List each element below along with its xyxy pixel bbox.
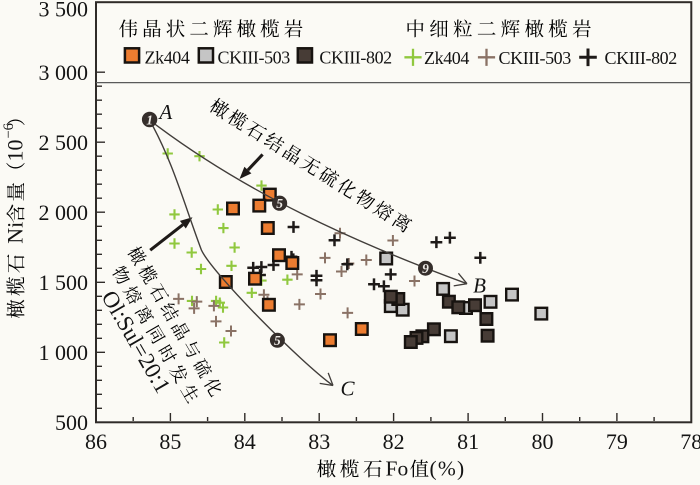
svg-text:1 500: 1 500 — [39, 270, 89, 295]
svg-text:Zk404: Zk404 — [145, 47, 190, 67]
svg-text:CKIII-802: CKIII-802 — [319, 47, 391, 67]
svg-text:85: 85 — [159, 429, 181, 454]
svg-text:Fo: Fo — [386, 457, 409, 481]
svg-text:−6: −6 — [1, 123, 17, 138]
svg-text:83: 83 — [308, 429, 330, 454]
svg-text:CKIII-503: CKIII-503 — [499, 48, 572, 68]
svg-text:2 000: 2 000 — [39, 200, 89, 225]
svg-text:81: 81 — [457, 429, 479, 454]
svg-text:CKIII-802: CKIII-802 — [605, 48, 677, 68]
svg-text:86: 86 — [85, 429, 107, 454]
svg-text:1: 1 — [146, 112, 153, 127]
svg-text:3 500: 3 500 — [39, 0, 89, 22]
svg-text:84: 84 — [234, 429, 256, 454]
svg-text:(%): (%) — [430, 457, 466, 481]
svg-text:5: 5 — [274, 333, 281, 348]
svg-text:1 000: 1 000 — [39, 340, 89, 365]
svg-text:CKIII-503: CKIII-503 — [218, 47, 291, 67]
svg-text:3 000: 3 000 — [39, 60, 89, 85]
svg-text:Ni: Ni — [3, 222, 28, 244]
svg-text:79: 79 — [606, 429, 628, 454]
svg-text:9: 9 — [422, 261, 429, 276]
svg-text:B: B — [473, 273, 486, 297]
svg-text:Zk404: Zk404 — [424, 48, 469, 68]
svg-text:2 500: 2 500 — [39, 130, 89, 155]
svg-text:A: A — [157, 100, 172, 124]
svg-text:78: 78 — [680, 429, 700, 454]
svg-text:5: 5 — [276, 196, 283, 211]
svg-text:10: 10 — [3, 140, 28, 162]
svg-text:500: 500 — [55, 410, 88, 435]
svg-text:C: C — [340, 376, 355, 400]
svg-text:82: 82 — [383, 429, 405, 454]
svg-text:80: 80 — [532, 429, 554, 454]
